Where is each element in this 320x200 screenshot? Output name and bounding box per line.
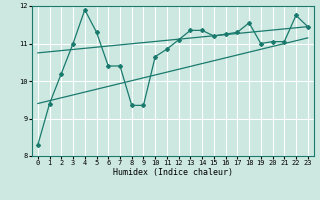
X-axis label: Humidex (Indice chaleur): Humidex (Indice chaleur) bbox=[113, 168, 233, 177]
